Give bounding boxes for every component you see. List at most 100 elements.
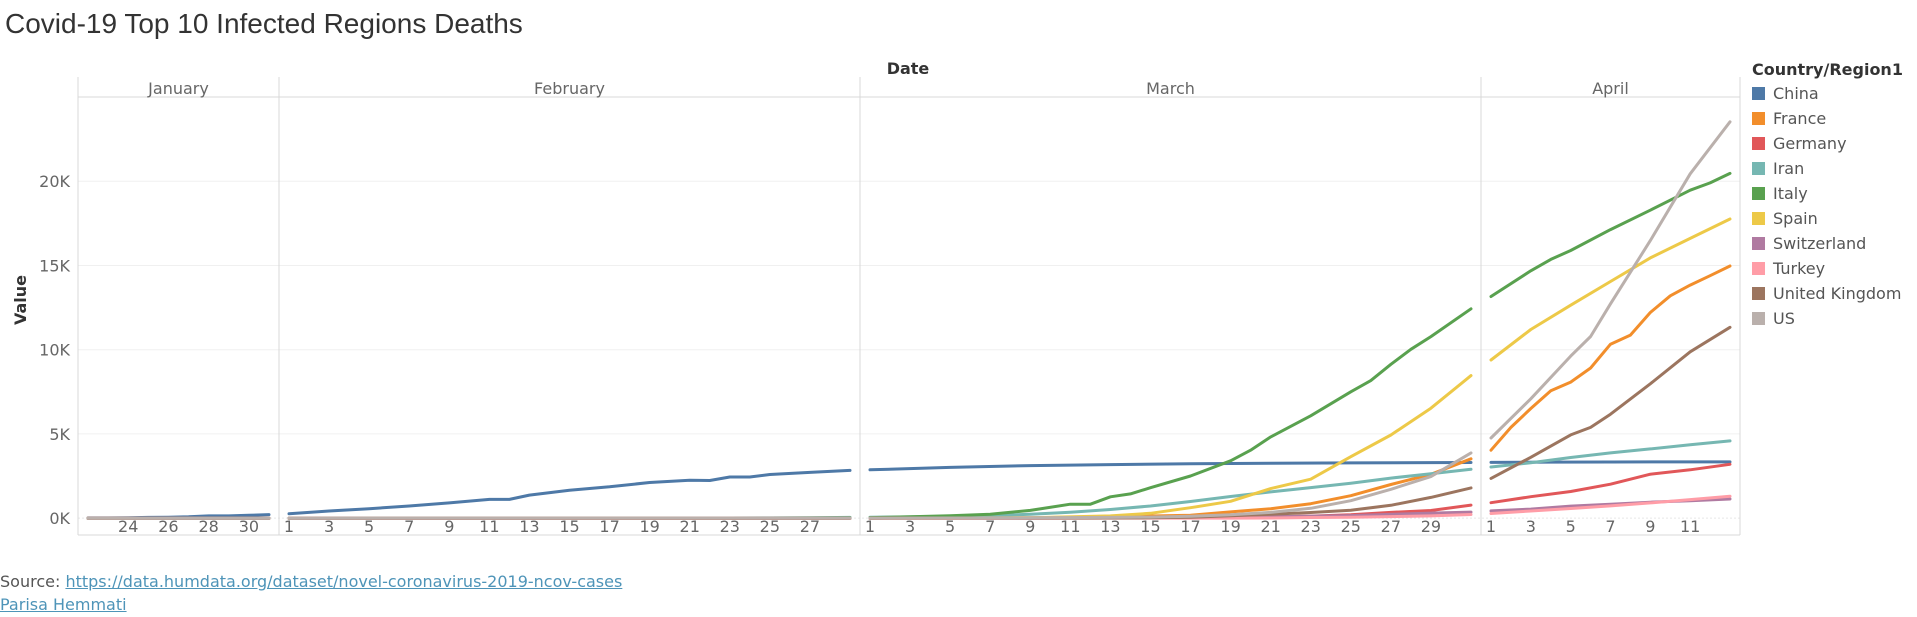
x-tick-label: 9 xyxy=(1645,517,1655,536)
series-line-china-february xyxy=(287,468,852,516)
y-tick-label: 10K xyxy=(39,341,70,360)
x-tick-label: 9 xyxy=(444,517,454,536)
author-link[interactable]: Parisa Hemmati xyxy=(0,595,127,614)
series-line-iran-april xyxy=(1489,439,1732,469)
panel-header-march: March xyxy=(1146,79,1195,98)
series-line-france-april xyxy=(1489,264,1732,452)
x-tick-label: 13 xyxy=(1100,517,1120,536)
series-line-us-april xyxy=(1489,120,1732,440)
x-tick-label: 3 xyxy=(905,517,915,536)
x-tick-label: 25 xyxy=(1341,517,1361,536)
x-tick-label: 30 xyxy=(239,517,259,536)
footer: Source: https://data.humdata.org/dataset… xyxy=(0,570,622,616)
line-chart: 0K 5K 10K 15K 20K Date Value January 24 26 28 30 Feb… xyxy=(11,59,1741,536)
legend: Country/Region1 China France Germany Iran It… xyxy=(1752,60,1914,331)
series-line-germany-april xyxy=(1489,462,1732,505)
author-line: Parisa Hemmati xyxy=(0,593,622,616)
x-tick-label: 9 xyxy=(1025,517,1035,536)
legend-swatch xyxy=(1752,262,1765,275)
x-tick-label: 27 xyxy=(800,517,820,536)
x-tick-label: 11 xyxy=(1680,517,1700,536)
x-tick-label: 27 xyxy=(1381,517,1401,536)
y-tick-label: 0K xyxy=(49,509,70,528)
x-tick-label: 1 xyxy=(284,517,294,536)
legend-item-us[interactable]: US xyxy=(1752,306,1914,331)
series-line-spain-april xyxy=(1489,217,1732,362)
x-tick-label: 17 xyxy=(1180,517,1200,536)
x-tick-label: 5 xyxy=(364,517,374,536)
x-tick-label: 23 xyxy=(720,517,740,536)
legend-item-germany[interactable]: Germany xyxy=(1752,131,1914,156)
legend-label: Italy xyxy=(1773,184,1808,203)
legend-swatch xyxy=(1752,87,1765,100)
legend-swatch xyxy=(1752,137,1765,150)
legend-label: Iran xyxy=(1773,159,1805,178)
source-line: Source: https://data.humdata.org/dataset… xyxy=(0,570,622,593)
x-tick-label: 28 xyxy=(198,517,218,536)
legend-swatch xyxy=(1752,237,1765,250)
x-tick-label: 3 xyxy=(324,517,334,536)
x-tick-label: 5 xyxy=(945,517,955,536)
legend-item-turkey[interactable]: Turkey xyxy=(1752,256,1914,281)
x-tick-label: 1 xyxy=(1486,517,1496,536)
legend-items: China France Germany Iran Italy Spain Switzerl… xyxy=(1752,81,1914,331)
x-tick-label: 7 xyxy=(404,517,414,536)
legend-item-spain[interactable]: Spain xyxy=(1752,206,1914,231)
x-tick-label: 15 xyxy=(1140,517,1160,536)
series-line-spain-march xyxy=(868,374,1473,520)
legend-item-united-kingdom[interactable]: United Kingdom xyxy=(1752,281,1914,306)
legend-swatch xyxy=(1752,287,1765,300)
y-axis-title: Value xyxy=(11,275,30,325)
x-tick-label: 15 xyxy=(559,517,579,536)
legend-item-switzerland[interactable]: Switzerland xyxy=(1752,231,1914,256)
series-line-italy-march xyxy=(868,307,1473,520)
legend-swatch xyxy=(1752,112,1765,125)
panel-header-january: January xyxy=(147,79,209,98)
legend-item-italy[interactable]: Italy xyxy=(1752,181,1914,206)
source-link[interactable]: https://data.humdata.org/dataset/novel-c… xyxy=(65,572,623,591)
series-line-united-kingdom-april xyxy=(1489,325,1732,480)
legend-label: China xyxy=(1773,84,1819,103)
legend-item-iran[interactable]: Iran xyxy=(1752,156,1914,181)
legend-swatch xyxy=(1752,187,1765,200)
legend-item-france[interactable]: France xyxy=(1752,106,1914,131)
legend-label: France xyxy=(1773,109,1827,128)
series-line-italy-april xyxy=(1489,171,1732,298)
x-tick-label: 21 xyxy=(1260,517,1280,536)
series-line-china-march xyxy=(868,461,1473,472)
x-tick-label: 13 xyxy=(519,517,539,536)
x-tick-label: 1 xyxy=(865,517,875,536)
legend-swatch xyxy=(1752,212,1765,225)
x-tick-label: 11 xyxy=(1060,517,1080,536)
legend-swatch xyxy=(1752,312,1765,325)
legend-title: Country/Region1 xyxy=(1752,60,1903,79)
legend-label: United Kingdom xyxy=(1773,284,1902,303)
panel-header-april: April xyxy=(1592,79,1629,98)
y-tick-label: 15K xyxy=(39,256,70,275)
legend-label: Turkey xyxy=(1773,259,1826,278)
x-tick-label: 21 xyxy=(680,517,700,536)
x-tick-label: 19 xyxy=(639,517,659,536)
legend-label: Germany xyxy=(1773,134,1847,153)
legend-label: US xyxy=(1773,309,1795,328)
x-tick-label: 3 xyxy=(1526,517,1536,536)
x-tick-label: 19 xyxy=(1220,517,1240,536)
x-tick-label: 26 xyxy=(158,517,178,536)
series-line-turkey-april xyxy=(1489,494,1732,515)
x-tick-label: 7 xyxy=(1605,517,1615,536)
legend-label: Switzerland xyxy=(1773,234,1867,253)
x-tick-label: 24 xyxy=(118,517,138,536)
x-tick-label: 17 xyxy=(599,517,619,536)
x-tick-label: 11 xyxy=(479,517,499,536)
x-tick-label: 29 xyxy=(1421,517,1441,536)
y-tick-label: 5K xyxy=(49,425,70,444)
legend-swatch xyxy=(1752,162,1765,175)
x-tick-label: 5 xyxy=(1566,517,1576,536)
source-prefix: Source: xyxy=(0,572,66,591)
x-axis-title: Date xyxy=(887,59,930,78)
legend-item-china[interactable]: China xyxy=(1752,81,1914,106)
y-tick-label: 20K xyxy=(39,172,70,191)
legend-label: Spain xyxy=(1773,209,1818,228)
x-tick-label: 23 xyxy=(1301,517,1321,536)
chart-title: Covid-19 Top 10 Infected Regions Deaths xyxy=(5,8,523,39)
